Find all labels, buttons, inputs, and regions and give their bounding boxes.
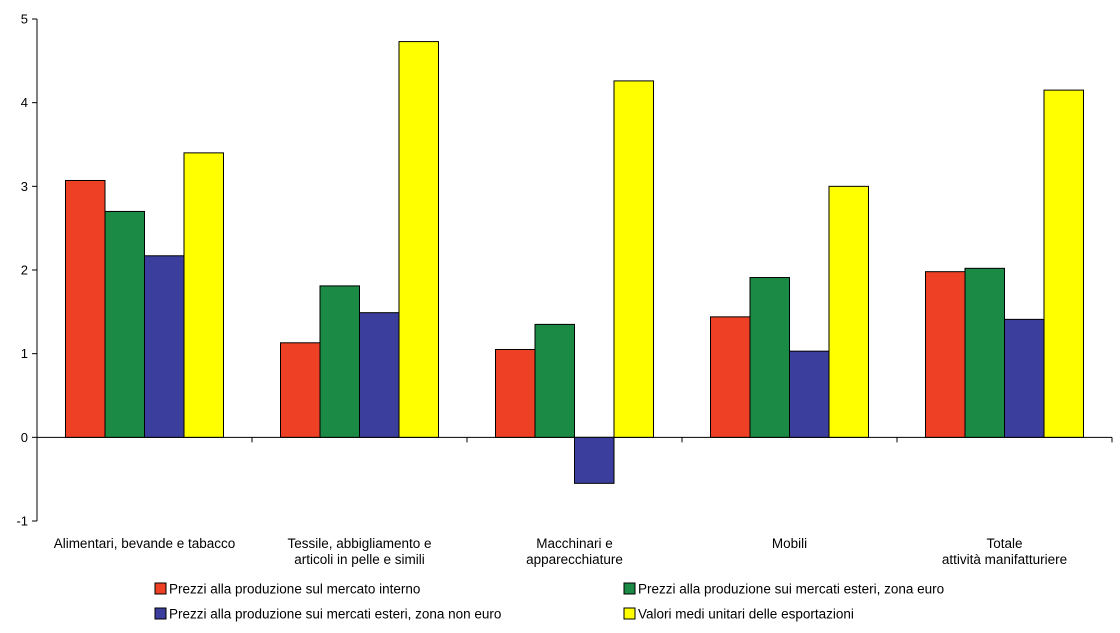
bar	[574, 436, 615, 484]
legend-swatch	[623, 607, 636, 620]
category-label: Totale	[986, 536, 1022, 551]
category-label: articoli in pelle e simili	[294, 552, 425, 567]
legend-label: Prezzi alla produzione sui mercati ester…	[638, 582, 944, 597]
category-label: Tessile, abbigliamento e	[287, 536, 431, 551]
legend-swatch	[154, 607, 167, 620]
bar	[925, 271, 966, 438]
y-tick-label: 0	[21, 430, 28, 445]
y-tick-label: 5	[21, 12, 28, 27]
category-labels: Alimentari, bevande e tabacco Tessile, ab…	[54, 536, 1067, 567]
y-tick-label: -1	[16, 514, 28, 529]
bar	[65, 179, 106, 438]
bar	[1043, 89, 1084, 438]
bar	[359, 312, 400, 438]
legend-swatch	[154, 582, 167, 595]
bar	[1004, 318, 1045, 438]
category-label: Mobili	[772, 536, 807, 551]
y-tick-label: 2	[21, 263, 28, 278]
bar	[280, 342, 321, 438]
category-label: Macchinari e	[536, 536, 613, 551]
bar	[789, 350, 830, 438]
legend-label: Prezzi alla produzione sui mercati ester…	[169, 607, 501, 622]
bar	[183, 152, 224, 438]
bar	[964, 267, 1005, 438]
legend-label: Prezzi alla produzione sul mercato inter…	[169, 582, 420, 597]
legend-label: Valori medi unitari delle esportazioni	[638, 607, 854, 622]
bar	[398, 41, 439, 438]
bars	[65, 41, 1084, 484]
category-label: Alimentari, bevande e tabacco	[54, 536, 236, 551]
legend-swatch	[623, 582, 636, 595]
bar	[710, 316, 751, 438]
bar	[104, 210, 145, 438]
category-label: apparecchiature	[526, 552, 623, 567]
bar	[613, 80, 654, 438]
bar	[749, 277, 790, 438]
category-label: attività manifatturiere	[942, 552, 1067, 567]
bar	[319, 285, 360, 438]
bar	[144, 255, 185, 438]
bar	[534, 323, 575, 438]
legend: Prezzi alla produzione sul mercato inter…	[154, 582, 944, 622]
y-tick-label: 3	[21, 179, 28, 194]
y-tick-label: 4	[21, 95, 28, 110]
bar	[828, 185, 869, 438]
bar	[495, 348, 536, 438]
y-tick-label: 1	[21, 346, 28, 361]
